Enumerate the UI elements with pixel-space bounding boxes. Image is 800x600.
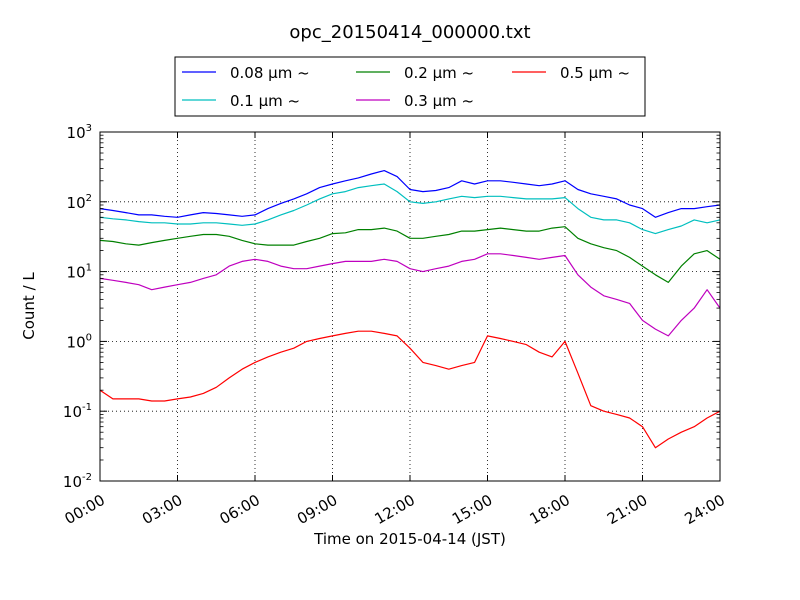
series-line-0 xyxy=(99,170,721,218)
y-tick-label: 102 xyxy=(67,193,92,212)
legend-label-1: 0.1 μm ~ xyxy=(230,92,300,110)
series-line-2 xyxy=(99,226,721,283)
y-tick-label: 100 xyxy=(67,332,92,351)
y-tick-label: 101 xyxy=(67,263,92,282)
y-tick-label: 10-1 xyxy=(63,402,92,421)
grid xyxy=(100,132,720,481)
x-axis-label: Time on 2015-04-14 (JST) xyxy=(313,530,506,548)
series-line-3 xyxy=(99,253,721,337)
chart-title: opc_20150414_000000.txt xyxy=(289,22,530,43)
y-tick-label: 103 xyxy=(67,123,92,142)
legend-box xyxy=(174,56,646,117)
legend-label-3: 0.3 μm ~ xyxy=(404,92,474,110)
legend: 0.08 μm ~ 0.1 μm ~ 0.2 μm ~ 0.3 μm ~ 0.5 μm … xyxy=(174,56,646,117)
plot-lines xyxy=(99,170,721,449)
legend-label-2: 0.2 μm ~ xyxy=(404,64,474,82)
series-line-1 xyxy=(99,183,721,235)
legend-label-0: 0.08 μm ~ xyxy=(230,64,310,82)
legend-label-4: 0.5 μm ~ xyxy=(560,64,630,82)
y-axis-tick-labels: 10-2 10-1 100 101 102 103 xyxy=(63,123,92,491)
y-axis-label: Count / L xyxy=(20,272,38,340)
series-line-4 xyxy=(99,330,721,449)
axis-ticks xyxy=(99,131,721,482)
y-tick-label: 10-2 xyxy=(63,472,92,491)
